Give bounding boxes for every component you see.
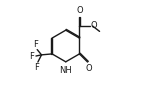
Text: O: O	[85, 64, 92, 73]
Text: O: O	[76, 6, 83, 15]
Text: O: O	[91, 21, 98, 30]
Text: F: F	[34, 63, 39, 72]
Text: F: F	[30, 52, 34, 61]
Text: NH: NH	[59, 66, 72, 75]
Text: F: F	[33, 40, 38, 49]
